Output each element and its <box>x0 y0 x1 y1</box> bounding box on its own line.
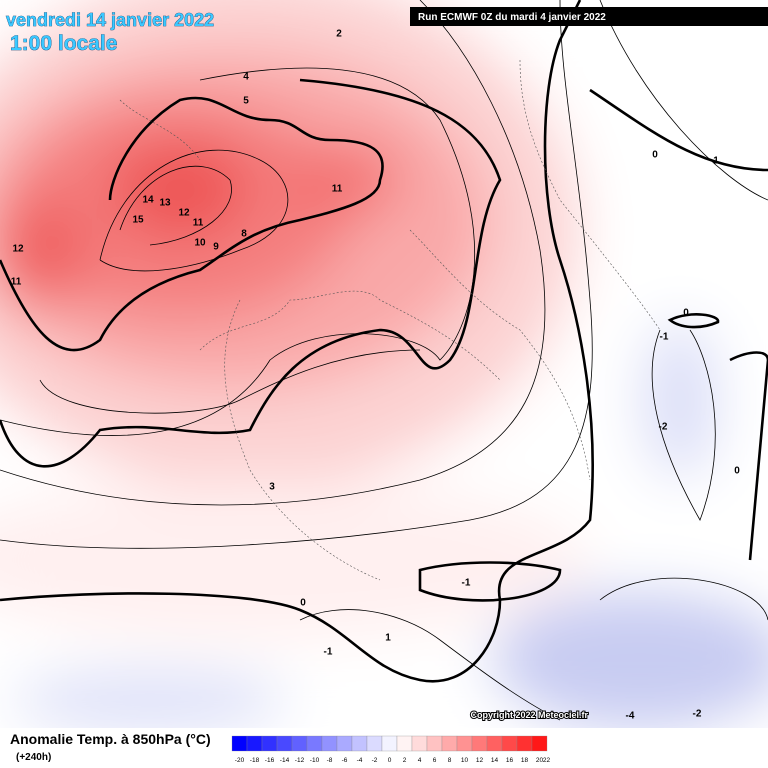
scale-label: 6 <box>433 757 437 764</box>
contour-label: 14 <box>142 195 154 206</box>
color-scale: -20 -18 -16 -14 -12 -10 -8 -6 -4 -2 0 2 4 6 8 10 12 14 16 1… <box>231 735 551 764</box>
contour-label: -4 <box>626 711 635 722</box>
footer-range: (+240h) <box>16 752 51 763</box>
scale-label: 10 <box>461 757 469 764</box>
scale-label: -16 <box>265 757 275 764</box>
footer-title: Anomalie Temp. à 850hPa (°C) <box>10 731 211 747</box>
borders <box>119 59 661 581</box>
scale-label: 0 <box>388 757 392 764</box>
scale-label: 4 <box>418 757 422 764</box>
contour-label: -1 <box>660 332 669 343</box>
contour-label: 0 <box>683 308 689 319</box>
scale-label: -8 <box>327 757 333 764</box>
scale-label: 18 <box>521 757 529 764</box>
scale-box <box>231 735 248 752</box>
contour-label: 12 <box>178 208 190 219</box>
scale-box <box>246 735 263 752</box>
scale-box <box>381 735 398 752</box>
scale-label: -12 <box>295 757 305 764</box>
contour-label: 8 <box>241 229 247 240</box>
scale-label: -18 <box>250 757 260 764</box>
contour-label: 11 <box>193 218 204 229</box>
scale-label: 22 <box>543 757 551 764</box>
scale-label: -2 <box>372 757 378 764</box>
contour-label: 10 <box>194 238 206 249</box>
contour-label: 0 <box>734 466 740 477</box>
scale-box <box>471 735 488 752</box>
scale-box <box>306 735 323 752</box>
contour-label: -2 <box>659 422 668 433</box>
contour-label: -1 <box>324 647 333 658</box>
contour-label: 11 <box>11 277 22 288</box>
contour-label: 3 <box>269 482 275 493</box>
scale-label: 12 <box>476 757 484 764</box>
contour-label: 13 <box>159 198 171 209</box>
contour-label: 11 <box>332 184 343 195</box>
scale-label: 8 <box>448 757 452 764</box>
scale-box <box>501 735 518 752</box>
contour-label: 2 <box>336 29 342 40</box>
scale-box <box>516 735 533 752</box>
scale-box <box>321 735 338 752</box>
scale-box <box>456 735 473 752</box>
contour-label: 0 <box>652 150 658 161</box>
run-info: Run ECMWF 0Z du mardi 4 janvier 2022 <box>418 12 606 23</box>
scale-label: 14 <box>491 757 499 764</box>
forecast-time: 1:00 locale <box>10 32 117 55</box>
scale-box <box>261 735 278 752</box>
forecast-date: vendredi 14 janvier 2022 <box>6 10 214 30</box>
copyright: Copyright 2022 Meteociel.fr <box>470 710 588 720</box>
contour-label: -2 <box>693 709 702 720</box>
contour-label: 12 <box>12 244 24 255</box>
scale-box <box>396 735 413 752</box>
contour-label: 1 <box>713 156 719 167</box>
scale-label: -6 <box>342 757 348 764</box>
contour-label: 15 <box>132 215 144 226</box>
scale-box <box>291 735 308 752</box>
scale-label: 20 <box>536 757 544 764</box>
contour-label: 9 <box>213 242 219 253</box>
scale-box <box>276 735 293 752</box>
contour-label: 4 <box>243 72 249 83</box>
scale-label: -4 <box>357 757 363 764</box>
scale-label: 16 <box>506 757 514 764</box>
scale-box <box>336 735 353 752</box>
scale-box <box>441 735 458 752</box>
scale-box <box>486 735 503 752</box>
run-box <box>410 7 768 26</box>
scale-box <box>366 735 383 752</box>
scale-box <box>426 735 443 752</box>
scale-box <box>411 735 428 752</box>
contour-label: 1 <box>385 633 391 644</box>
scale-box <box>351 735 368 752</box>
contour-label: 0 <box>300 598 306 609</box>
scale-box <box>531 735 548 752</box>
contours <box>0 0 768 721</box>
contour-label: 5 <box>243 96 249 107</box>
contour-label: -1 <box>462 578 471 589</box>
scale-label: 2 <box>403 757 407 764</box>
scale-label: -20 <box>235 757 245 764</box>
scale-label: -10 <box>310 757 320 764</box>
scale-label: -14 <box>280 757 290 764</box>
